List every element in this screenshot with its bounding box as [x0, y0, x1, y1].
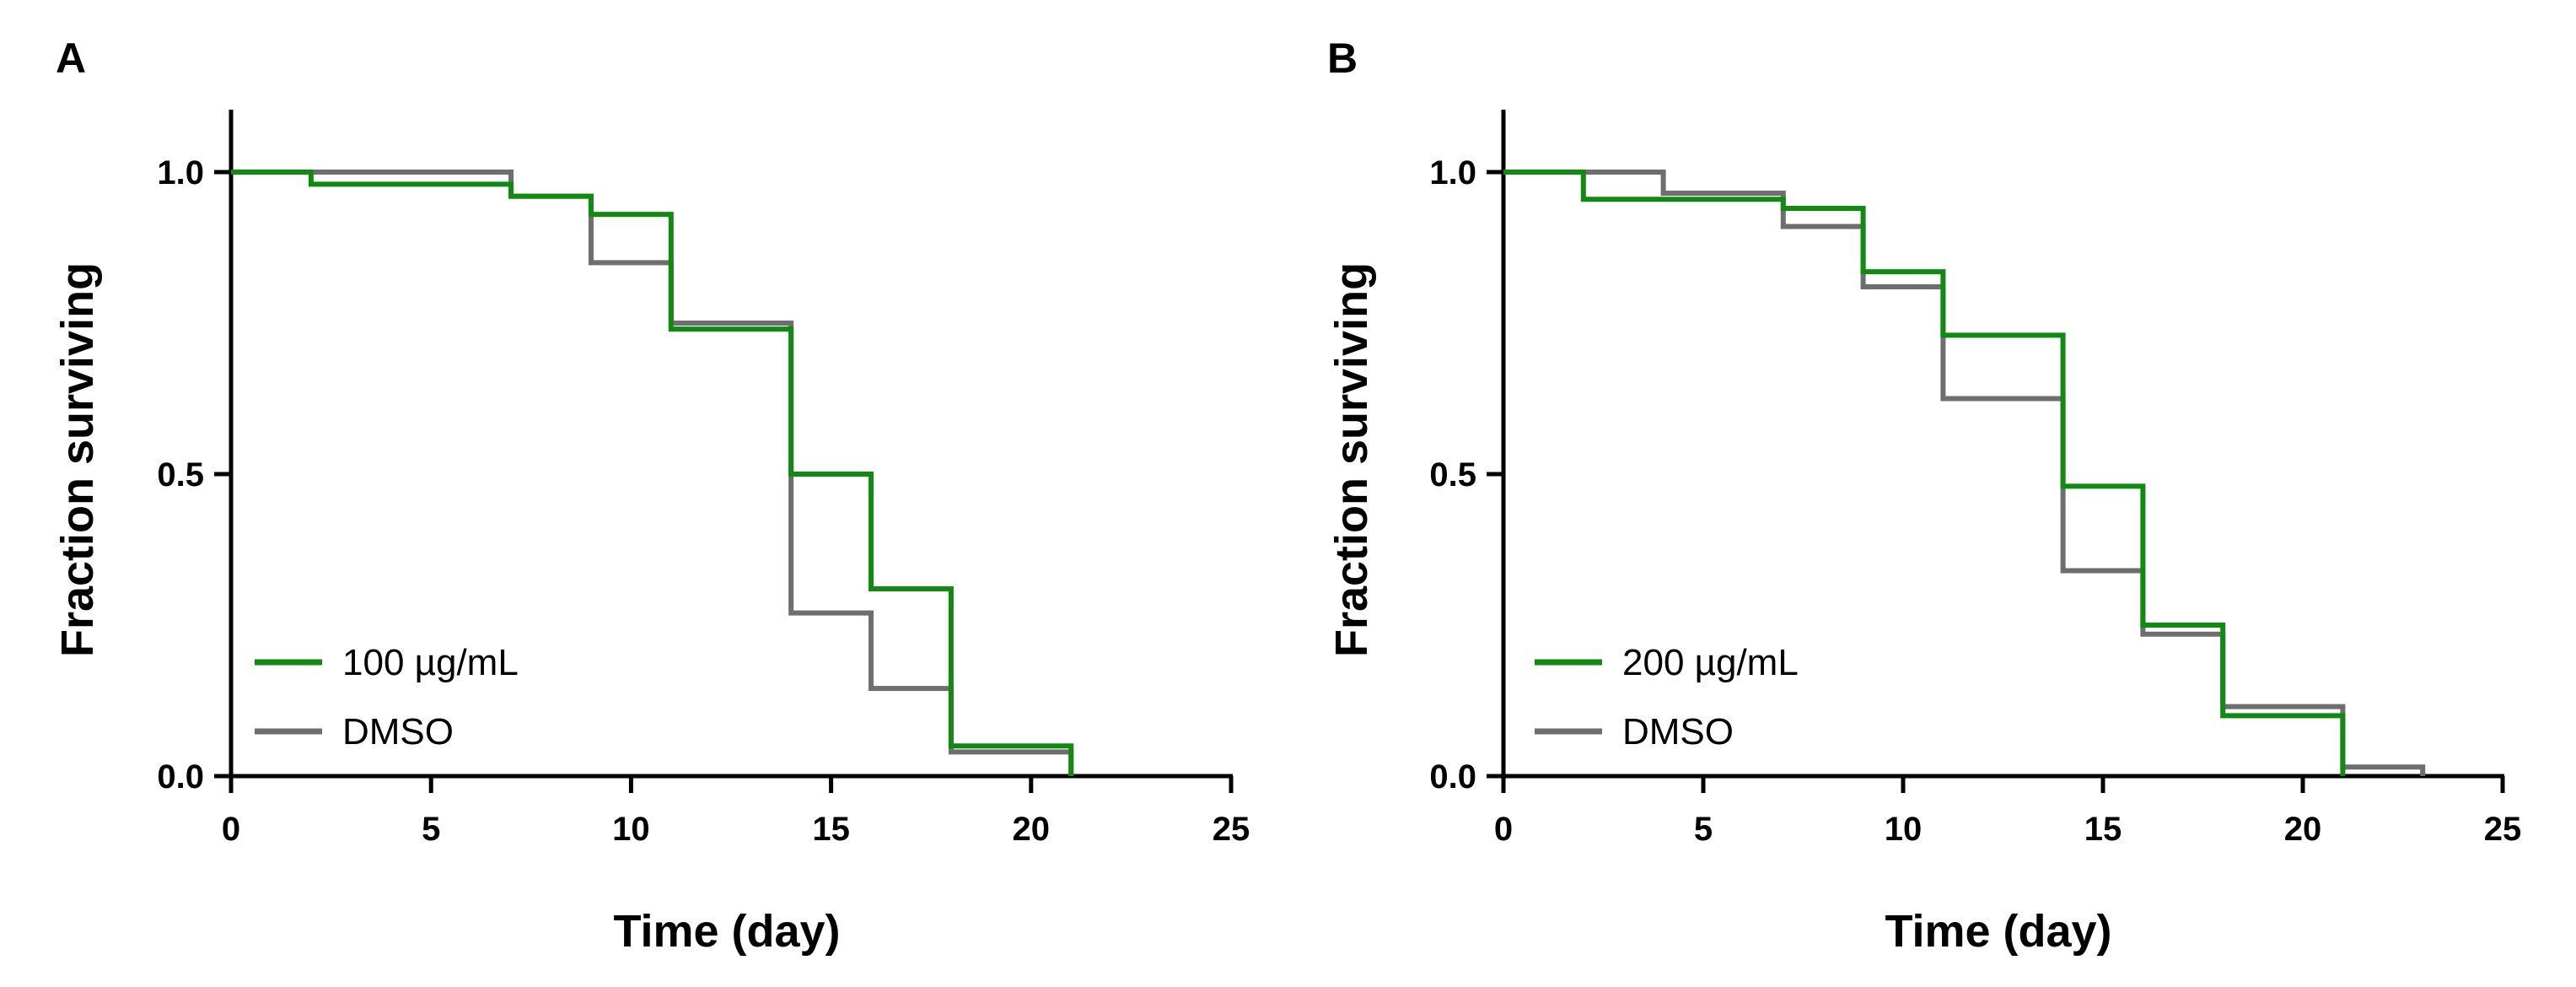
- panel-a-series: [231, 170, 1074, 776]
- panel-a-ticks: 0 5 10 15 20 25 0.0 0.5 1.0: [157, 154, 1250, 848]
- panel-b-axes: [1501, 110, 2504, 779]
- panel-a-x-tick-label: 25: [1213, 811, 1250, 848]
- panel-b-x-tick-label: 10: [1885, 811, 1923, 848]
- panel-a-legend: 100 µg/mL DMSO: [255, 642, 519, 752]
- panel-b-x-tick-label: 20: [2284, 811, 2322, 848]
- panel-b: B Fraction surviving Time (day) 0 5 10 15 20…: [1326, 35, 2521, 957]
- panel-a-x-tick-label: 5: [422, 811, 440, 848]
- panel-a-x-tick-label: 10: [612, 811, 650, 848]
- panel-b-series-dmso: [1503, 170, 2426, 776]
- panel-b-series: [1503, 170, 2426, 776]
- panel-b-x-tick-label: 25: [2484, 811, 2522, 848]
- panel-b-x-tick-label: 5: [1694, 811, 1713, 848]
- panel-a: A Fraction surviving Time (day) 0 5 10 15 20…: [52, 35, 1250, 957]
- panel-b-legend: 200 µg/mL DMSO: [1535, 642, 1799, 752]
- panel-b-y-tick-label: 0.5: [1429, 456, 1476, 494]
- panel-a-series-dmso: [231, 170, 1074, 776]
- panel-a-y-tick-label: 0.0: [157, 758, 204, 796]
- panel-a-x-axis-title: Time (day): [613, 906, 840, 957]
- panel-b-series-treatment: [1503, 170, 2346, 776]
- panel-a-legend-label: 100 µg/mL: [342, 642, 519, 683]
- panel-b-x-tick-label: 15: [2084, 811, 2122, 848]
- panel-a-legend-label: DMSO: [342, 711, 454, 752]
- panel-a-axes: [229, 110, 1233, 779]
- panel-b-x-axis-title: Time (day): [1885, 906, 2111, 957]
- panel-b-x-tick-label: 0: [1494, 811, 1513, 848]
- panel-b-legend-label: 200 µg/mL: [1622, 642, 1799, 683]
- panel-a-y-axis-title: Fraction surviving: [52, 262, 103, 657]
- panel-b-label: B: [1327, 35, 1358, 82]
- panel-b-y-axis-title: Fraction surviving: [1326, 262, 1377, 657]
- panel-a-y-tick-label: 1.0: [157, 154, 204, 191]
- panel-a-x-tick-label: 20: [1013, 811, 1051, 848]
- panel-a-x-tick-label: 0: [222, 811, 240, 848]
- panel-a-series-treatment: [231, 170, 1074, 776]
- panel-a-x-tick-label: 15: [812, 811, 850, 848]
- panel-b-legend-label: DMSO: [1622, 711, 1734, 752]
- panel-a-y-tick-label: 0.5: [157, 456, 204, 494]
- panel-b-ticks: 0 5 10 15 20 25 0.0 0.5 1.0: [1429, 154, 2521, 848]
- panel-b-y-tick-label: 0.0: [1429, 758, 1476, 796]
- panel-b-y-tick-label: 1.0: [1429, 154, 1476, 191]
- panel-a-label: A: [56, 35, 86, 82]
